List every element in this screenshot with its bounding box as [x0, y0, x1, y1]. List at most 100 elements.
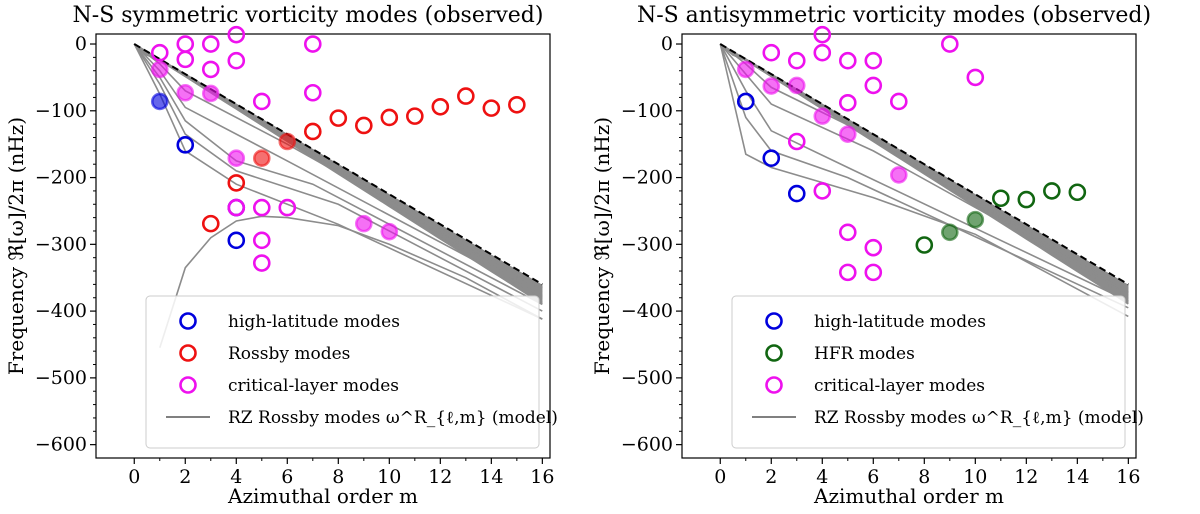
right-critical-layer-modes-point — [941, 35, 959, 53]
left-y-tick-label: −600 — [35, 434, 87, 456]
left-rossby-modes-point — [227, 174, 246, 192]
left-y-tick-label: 0 — [75, 33, 87, 55]
right-legend-label: HFR modes — [814, 344, 915, 364]
left-rossby-modes-point — [380, 108, 399, 127]
right-y-axis-label: Frequency ℜ[ω]/2π (nHz) — [590, 117, 614, 375]
right-critical-layer-modes-point — [864, 263, 883, 282]
left-y-tick-label: −100 — [35, 100, 87, 122]
left-legend: high-latitude modes Rossby modes critical-… — [145, 295, 558, 449]
right-model-curve — [719, 43, 1129, 318]
right-y-tick-label: −300 — [621, 233, 673, 255]
right-x-tick-label: 6 — [867, 466, 879, 488]
left-rossby-modes-point — [406, 107, 424, 125]
right-y-tick-label: −200 — [621, 167, 673, 189]
left-legend-marker — [179, 376, 197, 394]
right-model-curves — [719, 43, 1129, 318]
left-high-latitude-modes-point — [227, 231, 246, 250]
right-y-tick-label: 0 — [661, 33, 673, 55]
right-model-upper-bound — [719, 43, 1129, 286]
left-x-tick-label: 0 — [128, 466, 140, 488]
right-data-points — [736, 25, 1087, 282]
right-x-tick-label: 16 — [1116, 466, 1140, 488]
right-x-ticks: 0 2 4 6 8 10 12 14 16 — [714, 458, 1140, 488]
left-legend-marker — [179, 344, 197, 362]
left-x-tick-label: 4 — [230, 466, 242, 488]
right-critical-layer-modes-point — [864, 76, 883, 95]
left-critical-layer-modes-point — [303, 35, 322, 53]
right-critical-layer-modes-point — [838, 263, 857, 282]
right-legend-label: critical-layer modes — [814, 376, 985, 396]
left-y-tick-label: −300 — [35, 233, 87, 255]
right-x-tick-label: 12 — [1014, 466, 1038, 488]
left-x-tick-label: 16 — [530, 466, 554, 488]
right-legend-marker — [765, 344, 783, 362]
left-x-tick-label: 8 — [332, 466, 344, 488]
left-x-axis-label-text: Azimuthal order m — [227, 484, 418, 508]
left-critical-layer-modes-point — [355, 214, 373, 233]
left-rossby-modes-point — [355, 116, 373, 135]
right-critical-layer-modes-point — [762, 43, 781, 62]
right-critical-layer-modes-point — [762, 77, 781, 95]
left-x-tick-label: 6 — [281, 466, 293, 488]
left-model-curve — [133, 43, 543, 320]
left-legend-label: high-latitude modes — [228, 312, 400, 332]
right-hfr-modes-point — [1068, 183, 1087, 202]
right-hfr-modes-point — [966, 210, 985, 229]
left-legend-box — [145, 295, 540, 449]
right-plot-frame — [681, 33, 1137, 459]
left-chart: 0 2 4 6 8 10 12 14 16 0−100−200−300−400−500−600 … — [35, 25, 558, 488]
left-critical-layer-modes-point — [252, 231, 271, 250]
left-critical-layer-modes-point — [252, 254, 271, 272]
right-legend-marker — [765, 376, 783, 394]
right-critical-layer-modes-point — [813, 43, 832, 62]
right-hfr-modes-point — [941, 223, 959, 242]
right-critical-layer-modes-point — [787, 132, 806, 151]
left-rossby-modes-point — [482, 99, 501, 117]
right-legend-label: high-latitude modes — [814, 312, 986, 332]
left-x-tick-label: 14 — [479, 466, 503, 488]
left-legend-label: RZ Rossby modes ω^R_{ℓ,m} (model) — [228, 408, 558, 428]
right-critical-layer-modes-point — [864, 238, 883, 257]
left-y-tick-label: −200 — [35, 167, 87, 189]
left-y-axis-label: Frequency ℜ[ω]/2π (nHz) — [4, 117, 28, 375]
right-hfr-modes-point — [1043, 182, 1061, 200]
right-critical-layer-modes-point — [813, 25, 832, 44]
right-critical-layer-modes-point — [966, 68, 985, 87]
left-x-tick-label: 10 — [377, 466, 401, 488]
right-critical-layer-modes-point — [838, 223, 857, 242]
right-y-tick-label: −600 — [621, 434, 673, 456]
left-critical-layer-modes-point — [201, 60, 220, 79]
right-legend-box — [731, 295, 1126, 449]
left-critical-layer-modes-point — [201, 35, 220, 53]
right-y-ticks: 0 −100 −200 −300 −400 −500 −600 — [621, 33, 682, 456]
left-critical-layer-modes-point — [380, 222, 399, 241]
left-rossby-modes-point — [457, 87, 475, 105]
right-critical-layer-modes-point — [864, 51, 883, 70]
right-x-tick-label: 4 — [816, 466, 828, 488]
right-critical-layer-modes-point — [787, 51, 806, 70]
left-model-curve — [133, 43, 543, 298]
left-legend-label: critical-layer modes — [228, 376, 399, 396]
right-y-tick-label: −400 — [621, 300, 673, 322]
left-data-points — [150, 25, 526, 272]
left-x-ticks: 0 2 4 6 8 10 12 14 16 — [128, 458, 554, 488]
left-critical-layer-modes-point — [227, 51, 246, 70]
right-critical-layer-modes-point — [813, 107, 832, 125]
right-chart-title: N-S antisymmetric vorticity modes (obser… — [637, 3, 1151, 28]
right-legend-marker — [765, 312, 783, 330]
left-model-curve — [133, 43, 543, 312]
left-plot-frame — [95, 33, 551, 459]
right-model-curve — [719, 43, 1129, 305]
left-x-tick-label: 12 — [428, 466, 452, 488]
left-critical-layer-modes-point — [252, 92, 271, 111]
right-y-tick-label: −100 — [621, 100, 673, 122]
right-critical-layer-modes-point — [889, 92, 908, 111]
left-rossby-modes-point — [431, 97, 450, 116]
left-rossby-modes-point — [278, 132, 297, 151]
left-rossby-modes-point — [329, 109, 348, 127]
left-x-axis-label: Azimuthal order m — [227, 484, 418, 508]
left-critical-layer-modes-point — [278, 198, 297, 217]
left-critical-layer-modes-point — [176, 83, 195, 102]
left-y-ticks: 0 −100 −200 −300 −400 −500 −600 — [35, 33, 96, 456]
